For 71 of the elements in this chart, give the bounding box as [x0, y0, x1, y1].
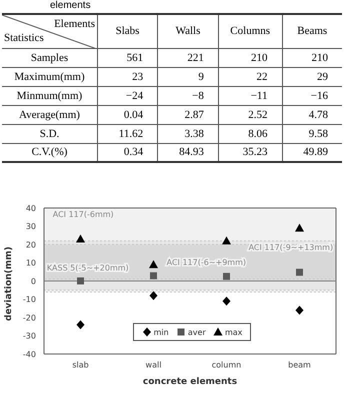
- y-tick-label: -20: [22, 313, 36, 322]
- y-tick-label: 20: [26, 240, 36, 250]
- text: Statistics: [3, 31, 45, 46]
- text: 11.62: [118, 128, 144, 140]
- text: 2.87: [184, 108, 204, 120]
- category-label: C.V.(%): [32, 146, 68, 158]
- text: −24: [126, 90, 144, 102]
- point: [223, 272, 230, 280]
- text: 3.38: [184, 128, 204, 140]
- y-tick-label: 30: [26, 222, 36, 232]
- point: [222, 296, 230, 306]
- text: 0.04: [124, 108, 144, 120]
- point: [76, 320, 84, 330]
- category-label: Walls: [158, 14, 218, 48]
- text: 210: [312, 52, 328, 64]
- point: [150, 272, 157, 280]
- point: [222, 236, 231, 244]
- text: 22: [256, 70, 268, 82]
- category-label: Samples: [30, 52, 68, 64]
- band-label: ACI 117(-9~+13mm): [248, 242, 334, 252]
- point: [149, 260, 158, 268]
- text: 210: [251, 52, 268, 64]
- category-label: Average(mm): [19, 108, 80, 120]
- text: 8.06: [248, 128, 268, 140]
- text: 0.34: [124, 146, 144, 158]
- text: 9: [198, 70, 204, 82]
- point: [295, 224, 304, 232]
- text: 2.52: [248, 108, 268, 120]
- band-label: ACI 117(-6~+9mm): [166, 258, 246, 267]
- y-tick-label: 10: [26, 258, 36, 268]
- category-label: Beams: [282, 14, 342, 48]
- band-label: ACI 117(-6mm): [52, 210, 114, 219]
- text: 29: [317, 70, 328, 82]
- y-tick-label: 0: [30, 276, 36, 286]
- text: −8: [192, 90, 204, 102]
- point: [77, 277, 84, 284]
- legend-label: aver: [186, 327, 206, 337]
- text: −16: [310, 90, 328, 102]
- band-label: KASS 5(-5~+20mm): [46, 263, 129, 272]
- point: [296, 268, 303, 276]
- text: 221: [187, 52, 204, 64]
- x-tick-label: slab: [72, 360, 89, 370]
- y-tick-label: -30: [22, 332, 36, 341]
- category-label: Maximum(mm): [14, 70, 85, 82]
- x-tick-label: beam: [288, 360, 312, 370]
- text: 561: [126, 52, 144, 64]
- y-axis-title: deviation(mm): [4, 246, 14, 321]
- text: 4.78: [308, 108, 328, 120]
- text: 9.58: [308, 128, 328, 140]
- text: 35.23: [242, 146, 268, 158]
- legend-label: max: [224, 327, 242, 337]
- point: [76, 234, 85, 243]
- category-label: Minmum(mm): [16, 90, 82, 102]
- text: −11: [250, 90, 268, 102]
- y-tick-label: -10: [22, 295, 36, 304]
- category-label: Columns: [218, 14, 282, 48]
- text: 84.93: [179, 146, 204, 158]
- category-label: Slabs: [98, 14, 158, 48]
- x-tick-label: column: [212, 360, 242, 370]
- text: elements: [49, 0, 92, 13]
- x-tick-label: wall: [146, 360, 162, 370]
- text: 23: [132, 70, 144, 82]
- text: Elements: [53, 17, 96, 32]
- point: [296, 306, 304, 315]
- y-tick-label: -40: [22, 350, 36, 359]
- legend-label: min: [152, 327, 169, 337]
- category-label: S.D.: [40, 128, 60, 140]
- point: [150, 291, 158, 300]
- text: 49.89: [303, 146, 328, 158]
- x-axis-title: concrete elements: [142, 377, 238, 387]
- y-tick-label: 40: [26, 204, 36, 213]
